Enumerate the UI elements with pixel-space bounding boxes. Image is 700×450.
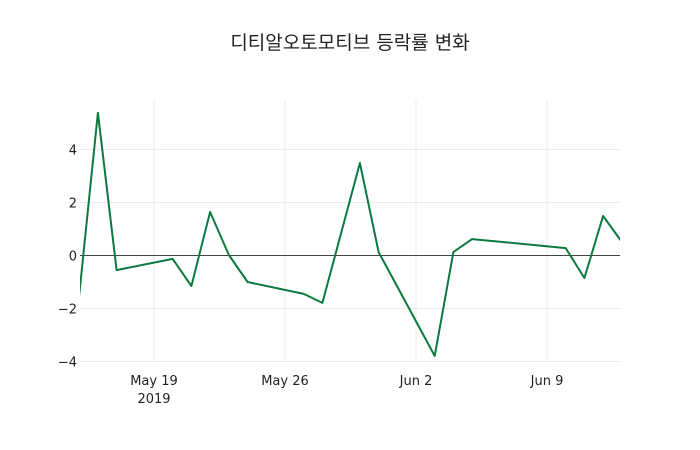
y-tick-label: 4 bbox=[69, 144, 77, 159]
x-tick-label: Jun 9 bbox=[530, 374, 564, 389]
y-tick-label: 2 bbox=[69, 197, 77, 212]
chart-title: 디티알오토모티브 등락률 변화 bbox=[230, 32, 470, 54]
x-tick-label: May 26 bbox=[261, 374, 309, 389]
series-line bbox=[80, 111, 620, 357]
x-tick-label: May 19 bbox=[130, 374, 178, 389]
x-tick-year: 2019 bbox=[137, 392, 170, 407]
y-tick-label: 0 bbox=[69, 250, 77, 265]
y-tick-label: −2 bbox=[58, 303, 77, 318]
x-tick-label: Jun 2 bbox=[399, 374, 433, 389]
y-tick-label: −4 bbox=[58, 356, 77, 371]
